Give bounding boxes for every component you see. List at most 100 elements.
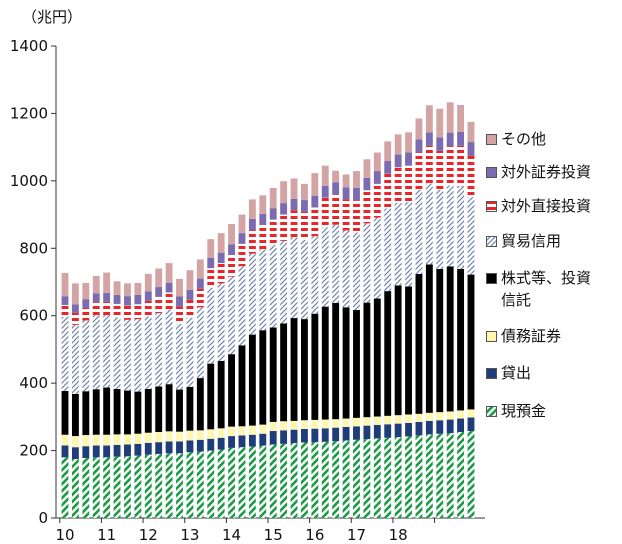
legend-swatch-portfolio [486,167,497,178]
bar-segment-loans [217,437,225,450]
bar-segment-other [238,214,246,234]
bar-segment-loans [269,431,277,445]
bar-segment-portfolio [436,137,444,151]
bar-segment-deposit [321,441,329,518]
legend-item-trade: 貿易信用 [486,230,561,252]
bar-segment-deposit [436,433,444,518]
bar-segment-loans [238,435,246,448]
bar-segment-deposit [176,453,183,518]
bar-segment-other [290,178,298,199]
bar-segment-deposit [186,452,194,518]
bar-segment-equity [457,268,465,411]
bar-segment-other [280,181,288,204]
bar-segment-loans [290,429,298,444]
bar-segment-deposit [290,443,298,518]
bar-segment-trade [155,313,163,387]
bar-segment-portfolio [124,296,131,306]
bar-segment-other [269,187,277,209]
bar-segment-other [353,171,360,188]
bar-segment-fdi [446,146,454,186]
bar-segment-portfolio [71,304,79,313]
bar-segment-fdi [61,304,69,317]
bar-segment-fdi [269,219,277,245]
bar-segment-trade [446,185,454,267]
bar-segment-bonds [196,430,204,440]
bar-segment-portfolio [61,296,69,305]
bar-segment-loans [321,428,329,442]
bar-segment-equity [332,302,340,420]
bar-segment-deposit [165,453,173,518]
bar-segment-other [248,199,256,219]
bar-segment-trade [176,323,183,390]
bar-segment-bonds [238,426,246,436]
legend-swatch-loans [486,368,497,379]
bar-segment-fdi [467,155,475,198]
bar-segment-other [92,275,100,294]
bar-segment-trade [217,283,225,361]
y-tick-label: 1200 [10,104,48,122]
bar-segment-deposit [342,440,350,518]
bar-segment-equity [394,285,402,416]
bar-segment-trade [228,276,235,355]
y-tick-label: 1000 [10,172,48,190]
bar-segment-trade [61,316,69,391]
bar-segment-deposit [196,451,204,518]
bar-segment-equity [425,264,433,413]
bar-segment-fdi [280,214,288,241]
bar-segment-loans [363,425,371,440]
bar-segment-bonds [425,412,433,421]
bar-segment-trade [71,324,79,394]
bar-segment-bonds [436,412,444,421]
bar-segment-bonds [228,426,235,437]
bar-segment-portfolio [405,152,412,166]
bar-segment-loans [124,444,131,457]
bar-segment-trade [269,244,277,328]
bar-segment-bonds [394,415,402,424]
bar-segment-trade [134,319,142,392]
bar-segment-fdi [405,165,412,203]
bar-segment-fdi [248,230,256,254]
bar-segment-other [82,283,90,300]
bar-segment-portfolio [144,291,152,301]
bar-segment-trade [415,189,423,274]
bar-segment-other [301,183,308,201]
bar-segment-portfolio [301,200,308,212]
bar-segment-bonds [301,420,308,429]
bar-segment-equity [124,390,131,435]
bar-segment-equity [176,389,183,432]
bar-segment-bonds [415,413,423,422]
legend-label: 貸出 [501,364,532,382]
bar-segment-portfolio [103,292,111,302]
legend-label: その他 [501,130,547,148]
bar-segment-deposit [259,445,267,518]
bar-segment-deposit [248,446,256,518]
bar-segment-fdi [415,152,423,190]
bar-segment-deposit [384,437,392,518]
bar-segment-deposit [61,457,69,518]
bar-segment-portfolio [311,195,319,208]
bar-segment-bonds [290,420,298,430]
bar-segment-bonds [176,431,183,442]
bar-segment-trade [103,315,111,388]
bar-segment-other [134,283,142,295]
bar-segment-equity [290,318,298,421]
bar-segment-trade [311,236,319,314]
bar-segment-equity [155,386,163,433]
bar-segment-bonds [321,419,329,429]
bar-segment-other [207,239,215,258]
bar-segment-portfolio [342,187,350,200]
bar-segment-bonds [363,417,371,426]
bar-segment-portfolio [165,282,173,293]
legend-label: 貿易信用 [501,232,562,250]
bar-segment-equity [436,268,444,413]
bar-segment-loans [467,417,475,432]
bar-segment-fdi [217,263,225,284]
bar-segment-deposit [415,435,423,518]
bar-segment-deposit [144,454,152,518]
bar-segment-bonds [113,434,121,445]
bar-segment-loans [405,422,412,437]
bar-segment-bonds [332,419,340,428]
bar-segment-trade [394,202,402,286]
bar-segment-loans [82,446,90,458]
bar-segment-bonds [384,415,392,425]
